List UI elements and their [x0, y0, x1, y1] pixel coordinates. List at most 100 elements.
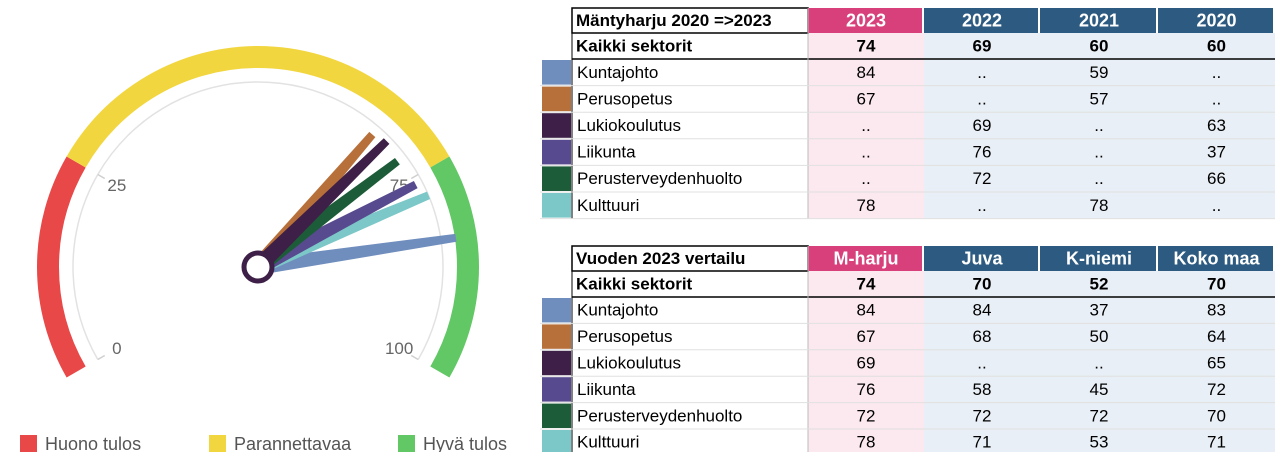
cell-value: .. — [977, 196, 986, 215]
cell-value: 78 — [857, 196, 876, 215]
table-title: Vuoden 2023 vertailu — [576, 249, 745, 268]
cell-value: 72 — [1207, 380, 1226, 399]
cell-value: 69 — [973, 116, 992, 135]
cell-value: 69 — [857, 354, 876, 373]
cell-value: .. — [1094, 143, 1103, 162]
cell-value: 53 — [1090, 433, 1109, 452]
cell-value: .. — [977, 63, 986, 82]
cell-value: 57 — [1090, 89, 1109, 108]
row-label: Perusterveydenhuolto — [577, 406, 742, 425]
cell-value: 71 — [973, 433, 992, 452]
legend-swatch — [398, 435, 415, 452]
legend-label: Huono tulos — [45, 434, 141, 452]
cell-value: 72 — [857, 406, 876, 425]
cell-value: 84 — [857, 63, 876, 82]
tick-label: 0 — [112, 339, 121, 358]
header-cell — [808, 246, 922, 271]
row-label: Kuntajohto — [577, 301, 658, 320]
needle — [256, 233, 457, 275]
tick-mark — [97, 354, 106, 361]
total-value: 60 — [1207, 37, 1226, 56]
total-value: 70 — [973, 275, 992, 294]
cell-value: 65 — [1207, 354, 1226, 373]
cell-value: .. — [861, 143, 870, 162]
column-bg — [924, 271, 1040, 452]
header-cell — [1040, 8, 1156, 33]
row-swatch — [542, 193, 571, 218]
cell-value: 78 — [1090, 196, 1109, 215]
legend-label: Parannettavaa — [234, 434, 352, 452]
column-header: M-harju — [834, 249, 899, 269]
needle — [254, 180, 418, 275]
header-cell — [924, 8, 1038, 33]
needle — [252, 138, 390, 273]
total-value: 69 — [973, 37, 992, 56]
tick-label: 25 — [107, 176, 126, 195]
column-bg — [1040, 33, 1158, 219]
row-swatch — [542, 139, 571, 165]
row-swatch — [542, 377, 571, 402]
cell-value: 83 — [1207, 301, 1226, 320]
cell-value: 66 — [1207, 169, 1226, 188]
column-bg — [808, 33, 924, 219]
cell-value: 63 — [1207, 116, 1226, 135]
cell-value: 84 — [857, 301, 876, 320]
row-label: Kuntajohto — [577, 63, 658, 82]
column-bg — [1040, 271, 1158, 452]
column-bg — [1158, 271, 1275, 452]
row-swatch — [542, 350, 571, 376]
column-bg — [924, 33, 1040, 219]
header-cell — [808, 8, 922, 33]
legend-swatch — [209, 435, 226, 452]
row-label: Perusterveydenhuolto — [577, 169, 742, 188]
row-label: Kulttuuri — [577, 433, 639, 452]
column-header: 2021 — [1079, 11, 1119, 31]
cell-value: 76 — [857, 380, 876, 399]
header-cell — [1040, 246, 1156, 271]
cell-value: 64 — [1207, 327, 1226, 346]
gauge-band — [66, 46, 450, 168]
cell-value: 58 — [973, 380, 992, 399]
cell-value: .. — [861, 116, 870, 135]
cell-value: 84 — [973, 301, 992, 320]
total-value: 60 — [1090, 37, 1109, 56]
row-swatch — [542, 60, 571, 85]
legend-label: Hyvä tulos — [423, 434, 507, 452]
tick-mark — [410, 173, 419, 180]
row-swatch — [542, 86, 571, 112]
legend-swatch — [20, 435, 37, 452]
row-label: Perusopetus — [577, 327, 672, 346]
cell-value: .. — [977, 89, 986, 108]
column-header: K-niemi — [1066, 249, 1132, 269]
row-swatch — [542, 298, 571, 323]
total-label: Kaikki sektorit — [576, 275, 693, 294]
header-cell — [1158, 8, 1273, 33]
needle — [254, 191, 431, 275]
gauge-band — [430, 156, 479, 378]
gauge-band — [37, 156, 86, 378]
cell-value: .. — [1212, 89, 1221, 108]
row-label: Liikunta — [577, 143, 636, 162]
inner-arc — [72, 81, 444, 360]
header-cell — [924, 246, 1038, 271]
cell-value: 67 — [857, 89, 876, 108]
row-swatch — [542, 403, 571, 428]
row-label: Liikunta — [577, 380, 636, 399]
total-label: Kaikki sektorit — [576, 37, 693, 56]
row-swatch — [542, 113, 571, 138]
row-label: Lukiokoulutus — [577, 116, 681, 135]
table-title: Mäntyharju 2020 =>2023 — [576, 11, 772, 30]
cell-value: 78 — [857, 433, 876, 452]
cell-value: 71 — [1207, 433, 1226, 452]
cell-value: 50 — [1090, 327, 1109, 346]
row-label: Lukiokoulutus — [577, 354, 681, 373]
column-bg — [808, 271, 924, 452]
row-label: Kulttuuri — [577, 196, 639, 215]
cell-value: 45 — [1090, 380, 1109, 399]
column-header: Juva — [961, 249, 1003, 269]
cell-value: 68 — [973, 327, 992, 346]
column-header: 2023 — [846, 11, 886, 31]
total-value: 52 — [1090, 275, 1109, 294]
needle-hub — [241, 250, 275, 284]
